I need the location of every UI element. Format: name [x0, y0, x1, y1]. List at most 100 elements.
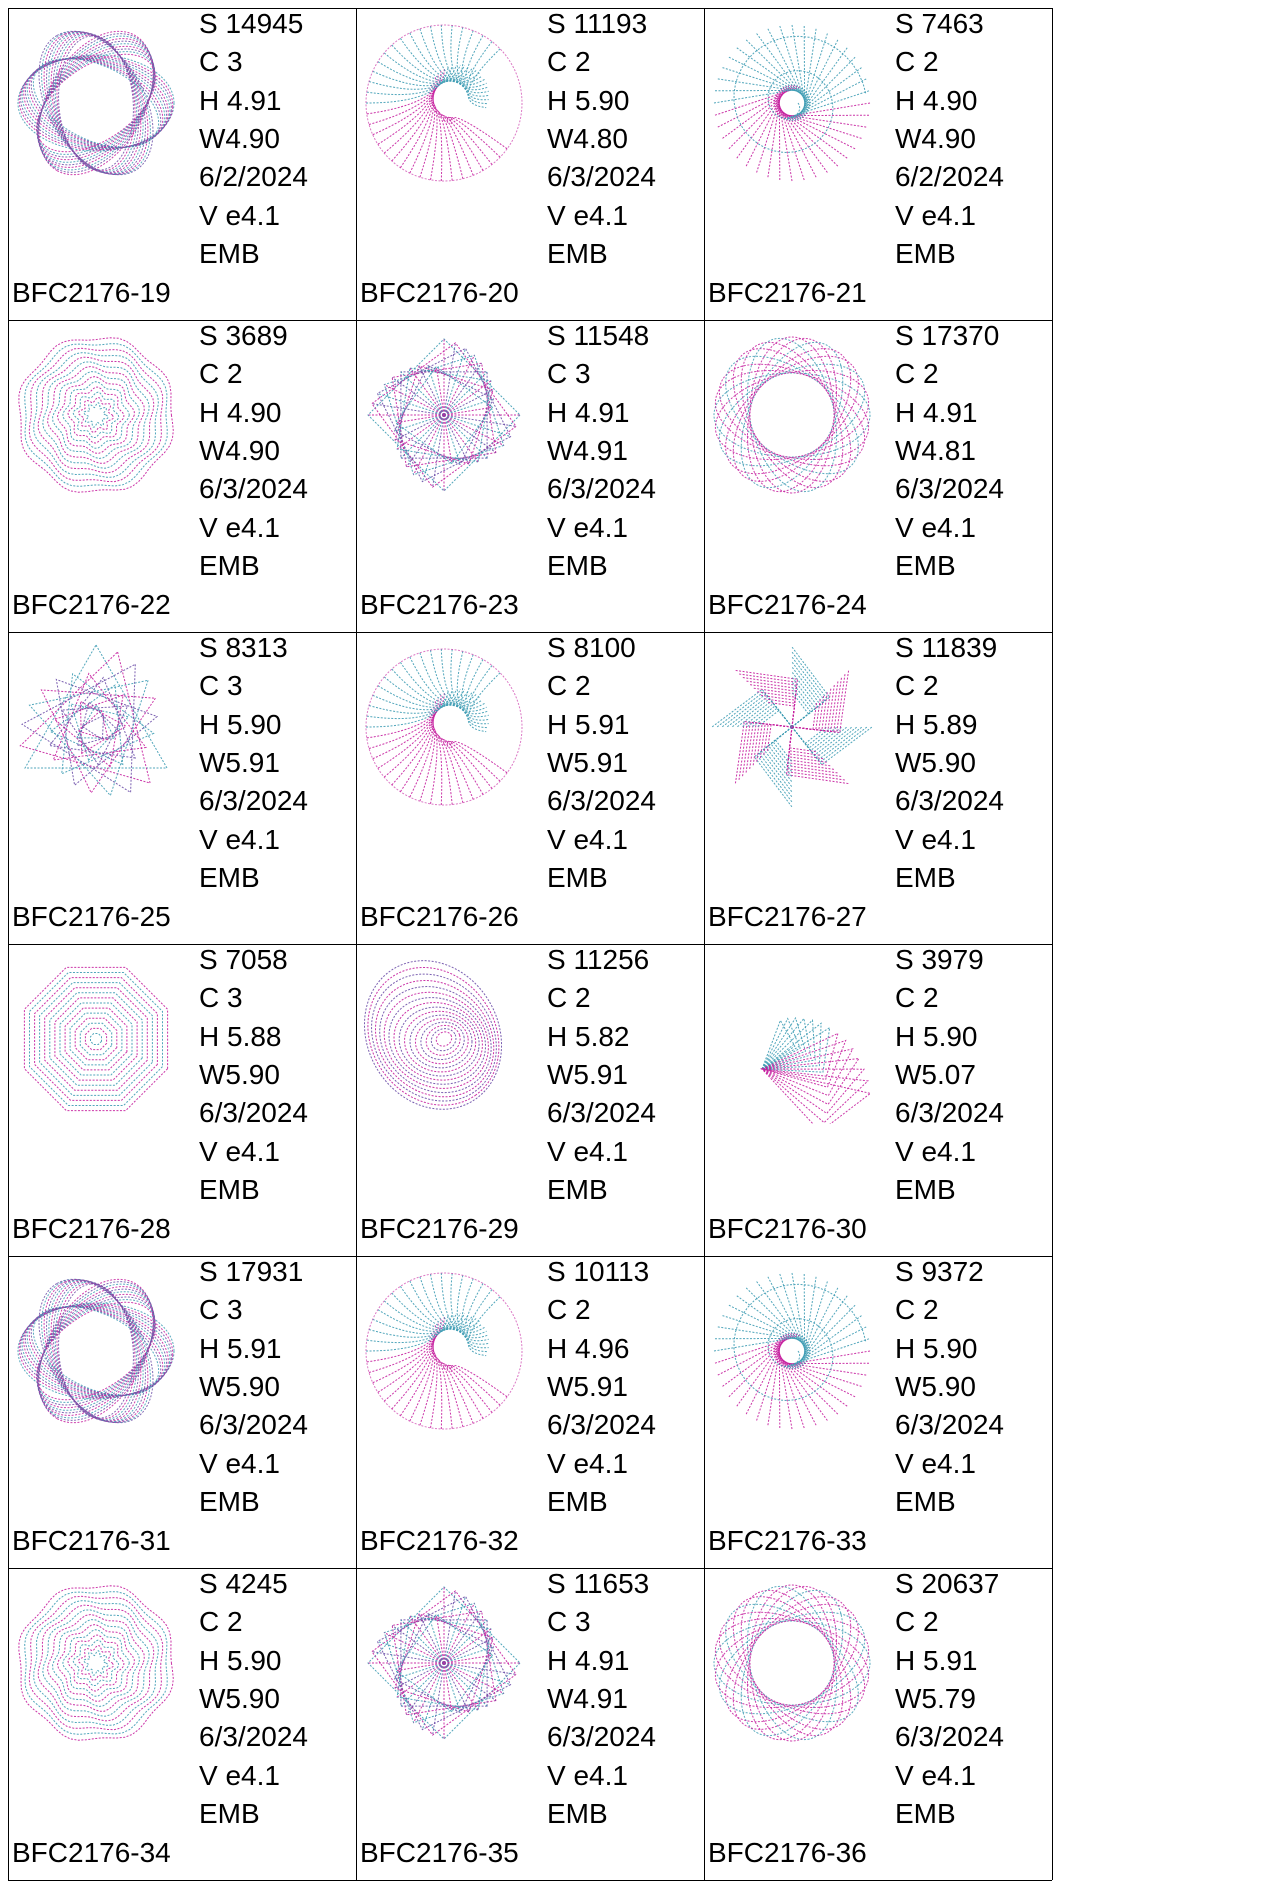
- stitch-count: S 3979: [895, 944, 984, 975]
- date-value: 6/3/2024: [547, 1721, 656, 1753]
- file-format: EMB: [547, 237, 608, 269]
- stitch-count: S 11193: [547, 8, 648, 39]
- grid-line-horizontal: [8, 632, 1052, 633]
- file-format: EMB: [547, 1485, 608, 1517]
- height-value: H 5.90: [199, 708, 282, 740]
- design-cell: BFC2176-19 S 14945 C 3 H 4.91 W4.90 6/2/2024 V…: [8, 8, 356, 320]
- width-value: W5.91: [547, 1370, 628, 1402]
- stitch-count: S 17370: [895, 320, 1000, 351]
- design-thumbnail-rotated-squares: [367, 338, 521, 492]
- design-code: BFC2176-31: [12, 1525, 171, 1556]
- file-format: EMB: [547, 1173, 608, 1205]
- date-value: 6/3/2024: [895, 473, 1004, 505]
- design-cell: BFC2176-28 S 7058 C 3 H 5.88 W5.90 6/3/2024 V …: [8, 944, 356, 1256]
- design-code: BFC2176-34: [12, 1837, 171, 1868]
- width-value: W5.79: [895, 1682, 976, 1714]
- height-value: H 5.91: [895, 1644, 978, 1676]
- version-value: V e4.1: [547, 199, 628, 231]
- version-value: V e4.1: [547, 1759, 628, 1791]
- version-value: V e4.1: [547, 823, 628, 855]
- design-catalog-sheet: BFC2176-19 S 14945 C 3 H 4.91 W4.90 6/2/2024 V…: [8, 8, 1053, 1881]
- design-cell: BFC2176-36 S 20637 C 2 H 5.91 W5.79 6/3/2024 V…: [704, 1568, 1052, 1880]
- height-value: H 4.96: [547, 1332, 630, 1364]
- version-value: V e4.1: [547, 1447, 628, 1479]
- height-value: H 5.89: [895, 708, 978, 740]
- design-code: BFC2176-36: [708, 1837, 867, 1868]
- design-thumbnail-spiral-disc: [713, 1272, 871, 1430]
- height-value: H 5.88: [199, 1020, 282, 1052]
- height-value: H 4.90: [199, 396, 282, 428]
- design-code: BFC2176-33: [708, 1525, 867, 1556]
- height-value: H 5.82: [547, 1020, 630, 1052]
- stitch-count: S 8100: [547, 632, 636, 663]
- design-thumbnail-ellipse-rosette: [713, 336, 871, 494]
- height-value: H 4.91: [547, 1644, 630, 1676]
- width-value: W5.90: [199, 1682, 280, 1714]
- stitch-count: S 8313: [199, 632, 288, 663]
- design-code: BFC2176-27: [708, 901, 867, 932]
- color-count: C 2: [895, 1294, 939, 1326]
- width-value: W4.91: [547, 434, 628, 466]
- design-thumbnail-concentric-rings: [18, 1585, 174, 1741]
- date-value: 6/3/2024: [199, 1409, 308, 1441]
- grid-line-vertical: [1052, 8, 1053, 1880]
- stitch-count: S 7058: [199, 944, 288, 975]
- width-value: W4.90: [895, 122, 976, 154]
- date-value: 6/3/2024: [199, 1721, 308, 1753]
- version-value: V e4.1: [895, 1759, 976, 1791]
- design-code: BFC2176-26: [360, 901, 519, 932]
- design-cell: BFC2176-23 S 11548 C 3 H 4.91 W4.91 6/3/2024 V…: [356, 320, 704, 632]
- color-count: C 2: [895, 982, 939, 1014]
- color-count: C 3: [199, 670, 243, 702]
- file-format: EMB: [199, 1173, 260, 1205]
- design-code: BFC2176-21: [708, 277, 867, 308]
- version-value: V e4.1: [895, 823, 976, 855]
- design-code: BFC2176-22: [12, 589, 171, 620]
- stitch-count: S 10113: [547, 1256, 650, 1287]
- color-count: C 2: [895, 670, 939, 702]
- color-count: C 3: [199, 982, 243, 1014]
- width-value: W5.91: [199, 746, 280, 778]
- color-count: C 2: [895, 358, 939, 390]
- color-count: C 3: [199, 46, 243, 78]
- design-thumbnail-concentric-rings: [18, 337, 174, 493]
- design-cell: BFC2176-21 S 7463 C 2 H 4.90 W4.90 6/2/2024 V …: [704, 8, 1052, 320]
- color-count: C 2: [199, 358, 243, 390]
- design-cell: BFC2176-32 S 10113 C 2 H 4.96 W5.91 6/3/2024 V…: [356, 1256, 704, 1568]
- design-cell: BFC2176-30 S 3979 C 2 H 5.90 W5.07 6/3/2024 V …: [704, 944, 1052, 1256]
- design-code: BFC2176-25: [12, 901, 171, 932]
- design-code: BFC2176-29: [360, 1213, 519, 1244]
- design-cell: BFC2176-35 S 11653 C 3 H 4.91 W4.91 6/3/2024 V…: [356, 1568, 704, 1880]
- color-count: C 2: [547, 46, 591, 78]
- color-count: C 2: [547, 982, 591, 1014]
- file-format: EMB: [895, 1173, 956, 1205]
- width-value: W4.80: [547, 122, 628, 154]
- version-value: V e4.1: [895, 511, 976, 543]
- file-format: EMB: [547, 549, 608, 581]
- date-value: 6/3/2024: [547, 1409, 656, 1441]
- height-value: H 5.91: [547, 708, 630, 740]
- design-cell: BFC2176-29 S 11256 C 2 H 5.82 W5.91 6/3/2024 V…: [356, 944, 704, 1256]
- design-thumbnail-twisted-loops: [17, 1278, 175, 1424]
- date-value: 6/3/2024: [895, 1097, 1004, 1129]
- stitch-count: S 11839: [895, 632, 998, 663]
- design-cell: BFC2176-24 S 17370 C 2 H 4.91 W4.81 6/3/2024 V…: [704, 320, 1052, 632]
- stitch-count: S 9372: [895, 1256, 984, 1287]
- width-value: W5.90: [199, 1058, 280, 1090]
- design-cell: BFC2176-25 S 8313 C 3 H 5.90 W5.91 6/3/2024 V …: [8, 632, 356, 944]
- stitch-count: S 17931: [199, 1256, 304, 1287]
- version-value: V e4.1: [895, 1447, 976, 1479]
- grid-line-horizontal: [8, 320, 1052, 321]
- stitch-count: S 11256: [547, 944, 650, 975]
- version-value: V e4.1: [547, 511, 628, 543]
- date-value: 6/3/2024: [895, 1721, 1004, 1753]
- design-thumbnail-triangle-fan: [760, 1016, 872, 1124]
- design-code: BFC2176-20: [360, 277, 519, 308]
- stitch-count: S 11653: [547, 1568, 650, 1599]
- width-value: W5.91: [547, 1058, 628, 1090]
- grid-line-horizontal: [8, 1256, 1052, 1257]
- design-cell: BFC2176-26 S 8100 C 2 H 5.91 W5.91 6/3/2024 V …: [356, 632, 704, 944]
- file-format: EMB: [199, 1485, 260, 1517]
- grid-line-horizontal: [8, 944, 1052, 945]
- height-value: H 5.90: [895, 1332, 978, 1364]
